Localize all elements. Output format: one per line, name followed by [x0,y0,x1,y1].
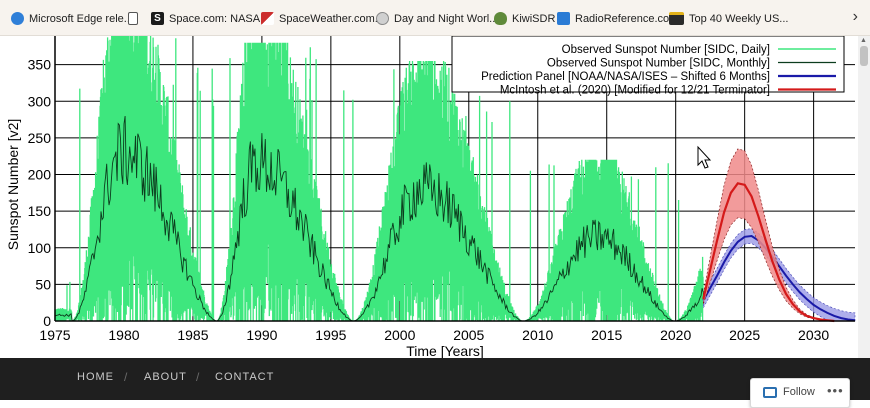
y-tick-label: 150 [28,203,52,219]
bookmark-day-night[interactable]: Day and Night Worl... [376,10,498,27]
follow-button[interactable]: Follow ••• [750,378,850,408]
radioreference-icon [557,12,570,25]
y-tick-label: 250 [28,130,52,146]
legend-box [451,36,845,93]
x-tick-label: 2025 [729,327,760,343]
bookmark-spacecom[interactable]: S Space.com: NASA,... [151,10,272,27]
x-tick-label: 2020 [660,327,691,343]
blank-page-icon [128,12,138,25]
nav-separator: / [196,370,200,384]
bookmark-label: Microsoft Edge rele... [29,12,133,25]
spacecom-s-icon: S [151,12,164,25]
legend-entry-label: McIntosh et al. (2020) [Modified for 12/… [500,85,770,97]
nav-separator: / [124,370,128,384]
y-tick-label: 50 [35,276,51,292]
y-axis-title: Sunspot Number [v2] [5,119,21,251]
nav-about[interactable]: ABOUT [144,371,187,383]
x-tick-label: 1975 [39,327,70,343]
prediction-line [702,234,856,322]
x-tick-label: 2015 [591,327,622,343]
scroll-up-arrow-icon[interactable]: ▲ [860,37,867,44]
mouse-cursor-icon [697,145,712,169]
chart-svg: 1975 1980 1985 1990 1995 2000 2005 2010 2015 2020… [5,36,856,358]
bookmark-spaceweather[interactable]: SpaceWeather.com... [261,10,384,27]
legend-entry-label: Observed Sunspot Number [SIDC, Daily] [562,44,770,56]
x-tick-label: 2005 [453,327,484,343]
kiwi-icon [494,12,507,25]
x-tick-label: 2030 [798,327,829,343]
bookmark-label: Day and Night Worl... [394,12,499,25]
x-tick-label: 2010 [522,327,553,343]
x-axis-title: Time [Years] [406,343,484,358]
follow-reader-icon [763,387,777,398]
bookmark-label: SpaceWeather.com... [279,12,384,25]
bookmark-label: Top 40 Weekly US... [689,12,789,25]
monthly-sunspot-line [54,115,704,322]
bookmark-top40[interactable]: Top 40 Weekly US... [669,10,788,27]
mcintosh-band [703,148,835,322]
bookmark-label: RadioReference.co... [575,12,679,25]
follow-label: Follow [783,386,815,398]
spaceweather-icon [261,12,274,25]
bookmark-label: Space.com: NASA,... [169,12,273,25]
legend: Observed Sunspot Number [SIDC, Daily] Obs… [451,36,845,97]
bookmark-label: KiwiSDR [512,12,556,25]
bookmark-radioreference[interactable]: RadioReference.co... [557,10,678,27]
bookmark-blank-page[interactable] [128,10,143,27]
x-tick-label: 1985 [177,327,208,343]
x-tick-label: 1990 [246,327,277,343]
x-tick-label: 1995 [315,327,346,343]
y-tick-label: 100 [28,240,52,256]
legend-entry-label: Prediction Panel [NOAA/NASA/ISES – Shift… [481,71,770,83]
site-navbar: HOME / ABOUT / CONTACT [0,358,870,400]
chevron-right-icon[interactable]: › [852,8,858,25]
series-monthly [54,115,704,322]
bookmark-kiwisdr[interactable]: KiwiSDR [494,10,555,27]
y-tick-label: 0 [43,313,51,329]
x-tick-label: 2000 [384,327,415,343]
y-tick-label: 300 [28,93,52,109]
y-tick-label: 200 [28,167,52,183]
nav-contact[interactable]: CONTACT [215,371,275,383]
more-options-icon[interactable]: ••• [827,383,844,398]
mcintosh-line [702,182,835,323]
scrollbar-thumb[interactable] [860,46,868,66]
bookmark-edge-release[interactable]: Microsoft Edge rele... [11,10,133,27]
series-mcintosh [702,148,835,323]
bookmarks-bar: Microsoft Edge rele... S Space.com: NASA… [0,0,870,36]
sunspot-chart: 1975 1980 1985 1990 1995 2000 2005 2010 2015 2020… [0,36,870,358]
top40-icon [669,12,684,25]
nav-home[interactable]: HOME [77,371,114,383]
edge-icon [11,12,24,25]
y-tick-label: 350 [28,57,52,73]
scrollbar[interactable]: ▲ [858,36,870,358]
x-tick-label: 1980 [108,327,139,343]
axes: 1975 1980 1985 1990 1995 2000 2005 2010 2015 2020… [5,36,855,358]
globe-icon [376,12,389,25]
legend-entry-label: Observed Sunspot Number [SIDC, Monthly] [547,58,770,70]
